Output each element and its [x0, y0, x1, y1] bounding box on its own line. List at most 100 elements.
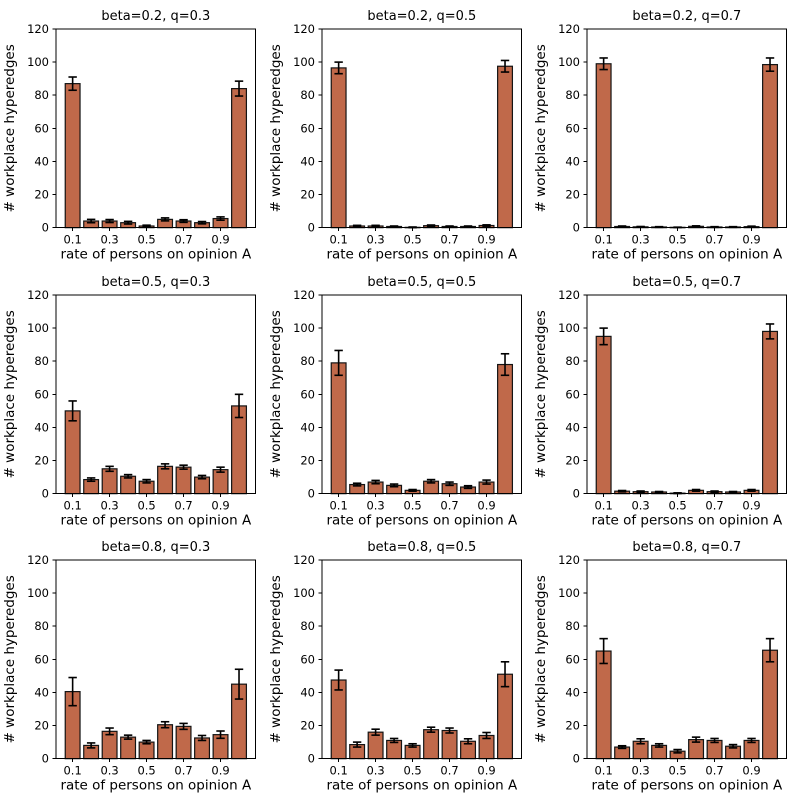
y-tick-label: 120 [293, 553, 315, 567]
y-tick-label: 120 [293, 22, 315, 36]
x-axis-label: rate of persons on opinion A [60, 247, 252, 263]
x-tick-label: 0.1 [595, 233, 613, 247]
y-tick-label: 0 [573, 486, 580, 500]
x-tick-label: 0.1 [64, 233, 82, 247]
y-tick-label: 40 [34, 420, 49, 434]
x-tick-label: 0.5 [403, 233, 421, 247]
x-tick-label: 0.9 [743, 764, 761, 778]
axes-spines [586, 28, 788, 229]
y-axis-label: # workplace hyperedges [2, 310, 18, 478]
y-tick-label: 60 [566, 387, 581, 401]
subplot-canvas-2: 0 20 40 60 80 100 120 0.1 0.3 0.5 0.7 0.9 beta=0.2, … [268, 9, 522, 263]
y-tick-label: 120 [558, 288, 580, 302]
axes-spines [55, 559, 257, 760]
bar [496, 65, 513, 229]
bar [120, 475, 137, 494]
bar [212, 468, 229, 494]
y-tick-label: 120 [558, 22, 580, 36]
bar [595, 63, 612, 229]
x-tick-label: 0.3 [632, 764, 650, 778]
x-tick-label: 0.3 [366, 764, 384, 778]
subplot-canvas-1: 0 20 40 60 80 100 120 0.1 0.3 0.5 0.7 0.9 beta=0.2, … [2, 9, 257, 263]
subplot-canvas-5: 0 20 40 60 80 100 120 0.1 0.3 0.5 0.7 0.9 beta=0.5, … [268, 275, 522, 528]
y-tick-label: 80 [566, 354, 581, 368]
y-tick-label: 20 [34, 453, 49, 467]
x-tick-label: 0.3 [100, 764, 118, 778]
axes-spines [55, 28, 257, 229]
y-tick-label: 60 [300, 387, 315, 401]
x-tick-label: 0.5 [669, 764, 687, 778]
y-tick-label: 100 [27, 586, 49, 600]
y-tick-label: 80 [300, 620, 315, 634]
x-tick-label: 0.5 [137, 764, 155, 778]
y-tick-label: 100 [293, 321, 315, 335]
x-tick-label: 0.7 [440, 498, 458, 512]
y-tick-label: 60 [300, 653, 315, 667]
bar [157, 724, 174, 760]
y-tick-label: 40 [300, 686, 315, 700]
y-axis-label: # workplace hyperedges [533, 576, 549, 744]
y-tick-label: 80 [34, 354, 49, 368]
axes-spines [321, 559, 522, 760]
y-tick-label: 20 [300, 719, 315, 733]
y-tick-label: 80 [34, 620, 49, 634]
x-axis-label: rate of persons on opinion A [592, 512, 784, 528]
bar [367, 731, 384, 760]
y-tick-label: 40 [566, 686, 581, 700]
y-tick-label: 80 [566, 620, 581, 634]
y-tick-label: 40 [566, 420, 581, 434]
subplot-cell-7: 0 20 40 60 80 100 120 0.1 0.3 0.5 0.7 0.9 beta=0.8, … [0, 531, 266, 797]
y-tick-label: 40 [300, 154, 315, 168]
x-tick-label: 0.1 [595, 764, 613, 778]
bar [330, 679, 347, 760]
y-tick-label: 40 [34, 154, 49, 168]
y-tick-label: 20 [34, 188, 49, 202]
y-tick-label: 120 [27, 288, 49, 302]
x-tick-label: 0.5 [137, 233, 155, 247]
x-tick-label: 0.1 [329, 764, 347, 778]
x-tick-label: 0.1 [64, 764, 82, 778]
y-tick-label: 120 [27, 553, 49, 567]
subplot-title: beta=0.8, q=0.3 [101, 540, 210, 555]
bar [595, 650, 612, 760]
y-tick-label: 40 [34, 686, 49, 700]
bar [120, 736, 137, 760]
bar [422, 729, 439, 760]
x-axis-label: rate of persons on opinion A [592, 247, 784, 263]
subplot-title: beta=0.5, q=0.5 [367, 275, 476, 290]
y-tick-label: 60 [34, 387, 49, 401]
y-axis-label: # workplace hyperedges [2, 576, 18, 744]
y-axis-label: # workplace hyperedges [268, 576, 284, 744]
axes-spines [586, 294, 788, 494]
x-tick-label: 0.3 [100, 498, 118, 512]
y-tick-label: 0 [42, 752, 49, 766]
subplot-canvas-9: 0 20 40 60 80 100 120 0.1 0.3 0.5 0.7 0.9 beta=0.8, … [533, 540, 788, 794]
subplot-cell-2: 0 20 40 60 80 100 120 0.1 0.3 0.5 0.7 0.9 beta=0.2, … [266, 0, 532, 266]
x-axis-label: rate of persons on opinion A [592, 778, 784, 794]
x-tick-label: 0.9 [743, 233, 761, 247]
x-tick-label: 0.9 [211, 764, 229, 778]
subplot-canvas-3: 0 20 40 60 80 100 120 0.1 0.3 0.5 0.7 0.9 beta=0.2, … [533, 9, 788, 263]
x-tick-label: 0.7 [440, 233, 458, 247]
x-tick-label: 0.7 [706, 233, 724, 247]
subplot-cell-6: 0 20 40 60 80 100 120 0.1 0.3 0.5 0.7 0.9 beta=0.5, … [531, 266, 797, 532]
x-axis-label: rate of persons on opinion A [326, 247, 518, 263]
y-tick-label: 80 [300, 88, 315, 102]
bar [595, 335, 612, 494]
y-tick-label: 20 [34, 719, 49, 733]
axes-spines [586, 559, 788, 760]
bar [762, 649, 779, 760]
bar [231, 404, 248, 494]
subplot-canvas-7: 0 20 40 60 80 100 120 0.1 0.3 0.5 0.7 0.9 beta=0.8, … [2, 540, 257, 794]
x-tick-label: 0.3 [632, 233, 650, 247]
y-axis-label: # workplace hyperedges [268, 310, 284, 478]
y-tick-label: 100 [558, 321, 580, 335]
y-tick-label: 0 [307, 486, 314, 500]
y-axis-label: # workplace hyperedges [533, 44, 549, 212]
x-tick-label: 0.5 [403, 764, 421, 778]
y-tick-label: 60 [566, 653, 581, 667]
bar [64, 83, 81, 229]
y-tick-label: 80 [566, 88, 581, 102]
x-tick-label: 0.7 [174, 498, 192, 512]
subplot-title: beta=0.8, q=0.7 [633, 540, 742, 555]
